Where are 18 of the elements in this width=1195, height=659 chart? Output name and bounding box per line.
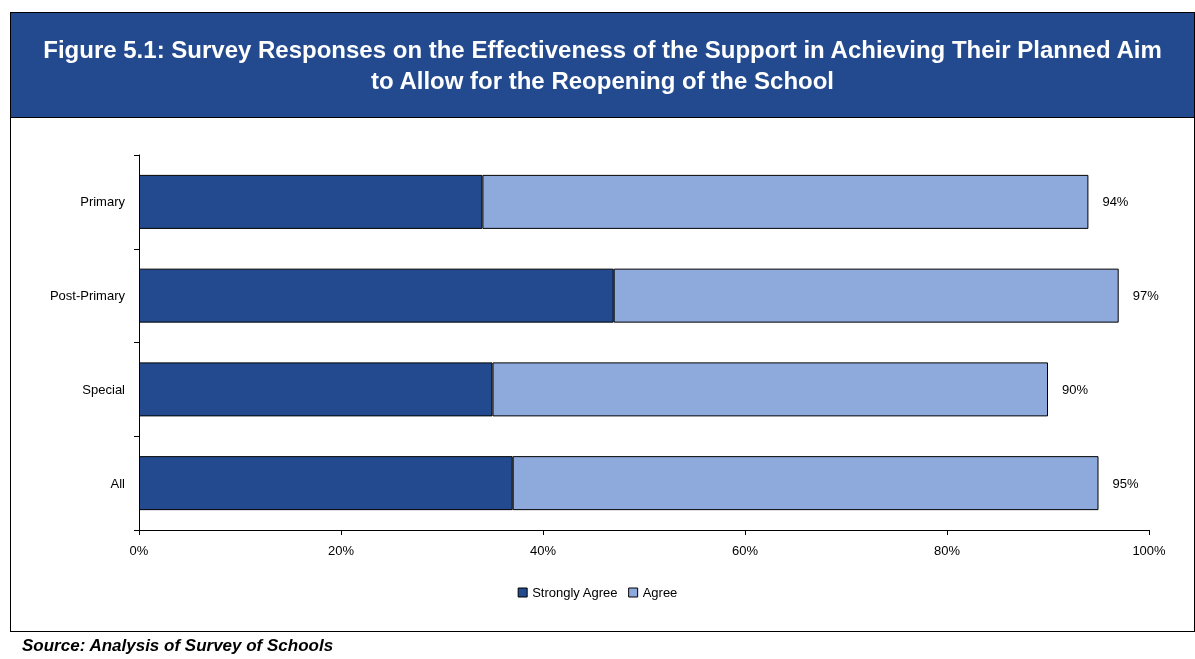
total-label: 95% bbox=[1112, 475, 1139, 491]
x-tick-label: 80% bbox=[933, 543, 961, 558]
total-label: 90% bbox=[1062, 381, 1089, 397]
x-tick-label: 100% bbox=[1132, 543, 1167, 558]
y-tick-label: All bbox=[110, 475, 126, 491]
x-tick-label: 0% bbox=[129, 543, 149, 558]
y-tick-label: Special bbox=[82, 381, 126, 397]
y-tick-label: Post-Primary bbox=[49, 288, 126, 304]
legend-label: Strongly Agree bbox=[532, 585, 618, 600]
x-tick-label: 60% bbox=[731, 543, 759, 558]
total-label: 97% bbox=[1132, 288, 1160, 304]
source-note: Source: Analysis of Survey of Schools bbox=[22, 636, 334, 656]
total-label: 94% bbox=[1102, 194, 1129, 210]
legend-label: Agree bbox=[642, 585, 678, 600]
x-tick-label: 40% bbox=[529, 543, 557, 558]
x-tick-label: 20% bbox=[327, 543, 355, 558]
y-tick-label: Primary bbox=[80, 194, 126, 210]
chart-title: Figure 5.1: Survey Responses on the Effectiveness of the Support in Achieving Their Planned Aim to Allow for the Reopening of the School bbox=[42, 34, 1163, 96]
